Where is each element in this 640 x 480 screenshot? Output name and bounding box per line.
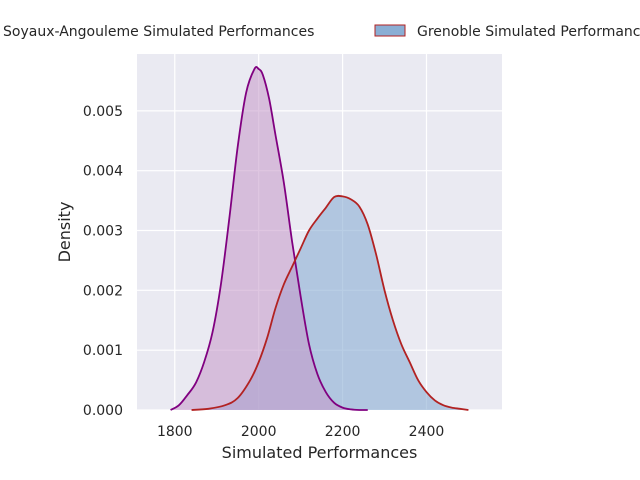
x-tick-label-2200: 2200	[325, 424, 361, 440]
density-area-grenoble	[191, 195, 469, 410]
legend-label-soyaux: Soyaux-Angouleme Simulated Performances	[3, 24, 314, 40]
y-tick-label-0.001: 0.001	[83, 343, 123, 359]
y-tick-label-0.003: 0.003	[83, 224, 123, 240]
density-area-soyaux	[170, 66, 368, 410]
x-axis-label: Simulated Performances	[222, 443, 418, 462]
x-tick-label-1800: 1800	[157, 424, 193, 440]
y-tick-label-0.000: 0.000	[83, 403, 123, 419]
y-tick-label-0.002: 0.002	[83, 283, 123, 299]
x-tick-label-2400: 2400	[409, 424, 445, 440]
y-tick-label-0.004: 0.004	[83, 164, 123, 180]
legend-swatch-grenoble	[374, 24, 406, 37]
density-lines	[170, 66, 469, 411]
legend: Soyaux-Angouleme Simulated Performances …	[3, 24, 640, 40]
density-areas	[170, 66, 469, 410]
y-axis-ticks: 0.000 0.001 0.002 0.003 0.004 0.005	[83, 104, 123, 419]
density-line-grenoble	[191, 194, 469, 411]
x-axis-ticks: 1800 2000 2200 2400	[157, 424, 444, 440]
legend-label-grenoble: Grenoble Simulated Performances	[417, 24, 640, 40]
density-line-soyaux	[170, 66, 368, 411]
y-tick-label-0.005: 0.005	[83, 104, 123, 120]
y-axis-label: Density	[55, 202, 74, 263]
x-tick-label-2000: 2000	[241, 424, 277, 440]
